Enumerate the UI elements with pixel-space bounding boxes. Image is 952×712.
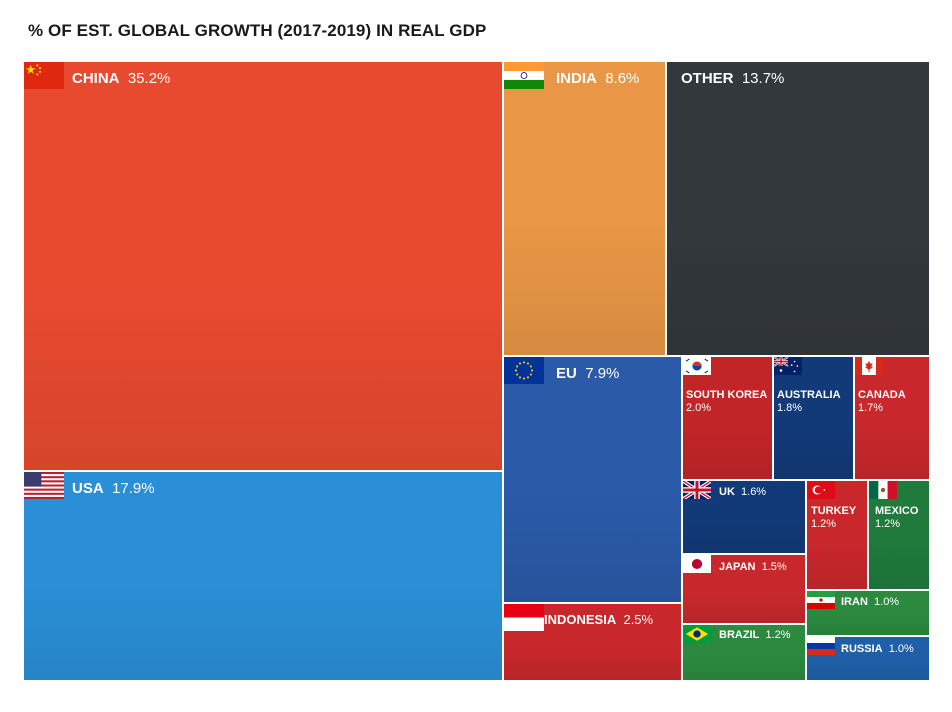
tile-label-other: OTHER 13.7% [681,70,784,87]
india-flag-icon [504,62,544,89]
tile-value: 2.5% [623,612,654,627]
usa-flag-icon [24,472,64,499]
tile-name: TURKEY [811,505,857,517]
tile-label-turkey: TURKEY 1.2% [811,505,865,531]
tile-label-mexico: MEXICO 1.2% [875,505,927,531]
tile-name: CHINA [72,70,120,87]
brazil-flag-icon [683,625,711,643]
china-flag-icon [24,62,64,89]
tile-value: 1.6% [741,486,767,498]
tile-value: 2.0% [686,402,712,414]
treemap-tile-mexico: MEXICO 1.2% [869,481,929,589]
south-korea-flag-icon [683,357,711,375]
tile-name: UK [719,486,735,498]
treemap-tile-australia: AUSTRALIA 1.8% [774,357,853,479]
tile-value: 1.2% [875,518,901,530]
tile-label-india: INDIA 8.6% [556,70,639,87]
tile-value: 1.0% [888,643,914,655]
tile-name: INDIA [556,70,597,87]
tile-value: 35.2% [127,70,171,87]
tile-label-iran: IRAN 1.0% [841,596,899,609]
tile-name: EU [556,365,577,382]
treemap-tile-uk: UK 1.6% [683,481,805,553]
tile-label-south-korea: SOUTH KOREA 2.0% [686,389,770,415]
tile-value: 1.8% [777,402,803,414]
tile-name: OTHER [681,70,734,87]
tile-value: 13.7% [741,70,785,87]
treemap-tile-japan: JAPAN 1.5% [683,555,805,623]
russia-flag-icon [807,637,835,655]
treemap-tile-south-korea: SOUTH KOREA 2.0% [683,357,772,479]
tile-name: SOUTH KOREA [686,389,768,401]
tile-value: 8.6% [605,70,640,87]
chart-title: % OF EST. GLOBAL GROWTH (2017-2019) IN R… [28,21,487,40]
tile-value: 1.0% [874,596,900,608]
indonesia-flag-icon [504,604,544,631]
tile-name: JAPAN [719,561,756,573]
treemap-tile-other: OTHER 13.7% [667,62,929,355]
tile-name: USA [72,480,104,497]
tile-label-russia: RUSSIA 1.0% [841,643,914,656]
treemap-tile-india: INDIA 8.6% [504,62,665,355]
treemap-tile-canada: CANADA 1.7% [855,357,929,479]
tile-label-japan: JAPAN 1.5% [719,561,787,574]
treemap-tile-eu: EU 7.9% [504,357,681,602]
tile-label-canada: CANADA 1.7% [858,389,927,415]
japan-flag-icon [683,555,711,573]
treemap-tile-indonesia: INDONESIA 2.5% [504,604,681,680]
tile-value: 1.2% [811,518,837,530]
tile-label-usa: USA 17.9% [72,480,155,497]
tile-label-uk: UK 1.6% [719,486,766,499]
tile-name: INDONESIA [544,612,617,627]
tile-value: 7.9% [585,365,620,382]
tile-name: BRAZIL [719,629,760,641]
tile-name: MEXICO [875,505,919,517]
treemap-tile-russia: RUSSIA 1.0% [807,637,929,680]
tile-label-brazil: BRAZIL 1.2% [719,629,791,642]
iran-flag-icon [807,591,835,609]
uk-flag-icon [683,481,711,499]
australia-flag-icon [774,357,802,375]
tile-label-china: CHINA 35.2% [72,70,170,87]
tile-name: CANADA [858,389,906,401]
turkey-flag-icon [807,481,835,499]
treemap-tile-usa: USA 17.9% [24,472,502,680]
tile-label-eu: EU 7.9% [556,365,619,382]
tile-value: 17.9% [112,480,155,497]
eu-flag-icon [504,357,544,384]
mexico-flag-icon [869,481,897,499]
treemap-tile-iran: IRAN 1.0% [807,591,929,635]
tile-name: IRAN [841,596,868,608]
tile-value: 1.7% [858,402,884,414]
tile-name: AUSTRALIA [777,389,841,401]
tile-name: RUSSIA [841,643,883,655]
canada-flag-icon [855,357,883,375]
treemap-tile-brazil: BRAZIL 1.2% [683,625,805,680]
treemap-tile-china: CHINA 35.2% [24,62,502,470]
tile-label-australia: AUSTRALIA 1.8% [777,389,851,415]
treemap-tile-turkey: TURKEY 1.2% [807,481,867,589]
tile-label-indonesia: INDONESIA 2.5% [544,612,653,627]
tile-value: 1.5% [761,561,787,573]
tile-value: 1.2% [765,629,791,641]
